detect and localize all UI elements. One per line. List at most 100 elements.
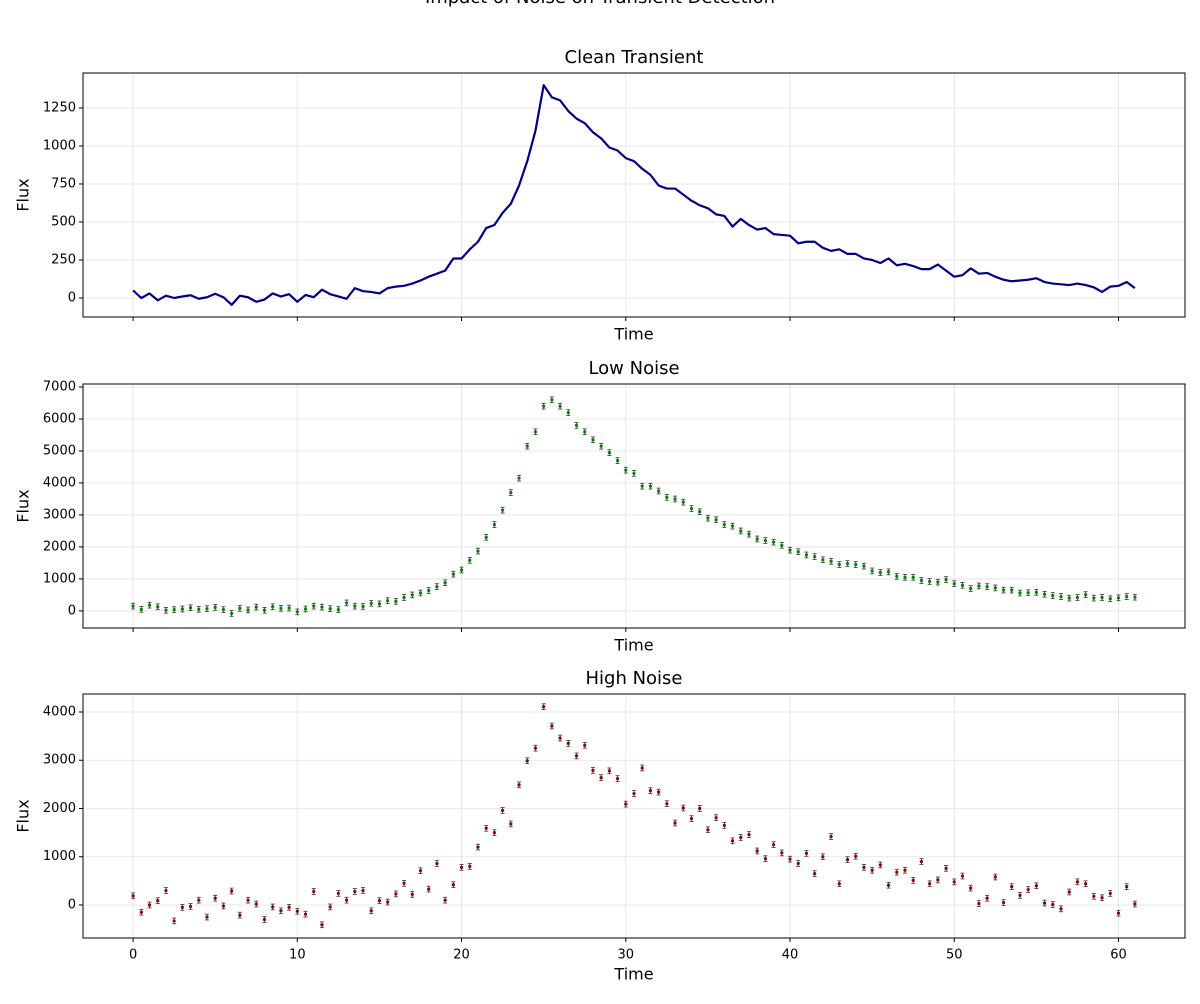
data-point [1042, 901, 1047, 905]
data-point [566, 741, 570, 745]
data-point [640, 484, 644, 488]
data-point [509, 822, 513, 826]
data-point [542, 404, 546, 408]
subplot-title: Clean Transient [565, 47, 704, 68]
plot-frame [82, 383, 1186, 629]
data-point [320, 605, 324, 609]
data-point [459, 568, 464, 572]
data-point [1133, 902, 1137, 906]
data-point [689, 817, 694, 821]
data-point [591, 768, 595, 772]
data-point [533, 430, 538, 434]
data-point [1125, 594, 1129, 599]
data-point [377, 602, 382, 606]
data-point [755, 537, 759, 541]
data-point [1092, 894, 1096, 898]
data-point [574, 754, 579, 758]
data-point [484, 535, 488, 539]
data-point [501, 508, 505, 512]
x-axis-label: Time [613, 325, 653, 344]
y-tick-label: 4000 [43, 475, 76, 490]
data-point [788, 857, 792, 861]
data-point [714, 518, 718, 522]
data-point [747, 832, 751, 837]
data-point [188, 904, 193, 909]
data-point [977, 901, 981, 906]
data-point [1034, 884, 1038, 888]
data-point [960, 874, 965, 878]
data-point [1075, 880, 1080, 884]
data-point [353, 604, 357, 608]
data-point [279, 606, 283, 610]
data-point [607, 450, 611, 455]
data-point [279, 909, 283, 913]
data-point [862, 865, 866, 869]
data-point [854, 562, 858, 567]
data-point [657, 489, 661, 493]
data-point [246, 608, 250, 612]
data-point [246, 898, 250, 902]
data-point [665, 802, 669, 806]
y-tick-label: 1000 [43, 849, 76, 864]
data-point [542, 705, 546, 709]
data-point [730, 524, 735, 528]
data-point [821, 558, 825, 562]
data-point [238, 913, 242, 917]
data-point [829, 834, 833, 839]
data-point [952, 582, 956, 586]
data-point [1051, 593, 1055, 598]
data-point [837, 882, 841, 886]
data-point [517, 783, 521, 787]
data-point [895, 574, 899, 578]
data-point [386, 900, 390, 904]
y-tick-label: 7000 [43, 380, 76, 395]
data-point [164, 608, 168, 612]
data-point [739, 529, 743, 533]
data-line [132, 84, 1136, 306]
data-point [410, 892, 414, 896]
y-tick-label: 5000 [43, 443, 76, 458]
data-point [344, 601, 349, 605]
subplot: 0 1000 2000 3000 4000 5000 6000 7000 Low Noise Ti… [14, 358, 1186, 655]
data-point [312, 604, 316, 608]
data-point [377, 899, 382, 903]
data-point [468, 558, 472, 562]
data-point [533, 746, 538, 750]
data-point [583, 430, 587, 434]
data-point [813, 554, 817, 559]
data-point [632, 471, 636, 475]
data-point [156, 899, 160, 903]
data-point [164, 888, 168, 893]
data-point [484, 826, 488, 830]
data-point [903, 575, 907, 579]
data-point [878, 570, 882, 575]
data-point [977, 584, 981, 588]
data-point [558, 404, 562, 408]
data-point [180, 905, 184, 910]
data-point [804, 553, 809, 557]
data-point [1067, 890, 1071, 894]
y-tick-label: 2000 [43, 539, 76, 554]
data-point [911, 878, 915, 882]
plot-frame [82, 693, 1186, 939]
data-point [870, 569, 874, 573]
data-point [492, 522, 497, 527]
data-point [147, 903, 152, 907]
data-point [271, 605, 275, 609]
plot-frame [82, 72, 1186, 318]
data-point [870, 868, 874, 872]
data-point [599, 776, 603, 780]
data-point [681, 500, 685, 504]
y-tick-label: 0 [68, 897, 76, 912]
data-point [369, 909, 373, 913]
x-axis-label: Time [613, 965, 653, 984]
y-tick-label: 2000 [43, 801, 76, 816]
data-point [936, 878, 940, 882]
data-point [295, 610, 299, 614]
data-point [172, 608, 176, 612]
data-point [361, 888, 365, 893]
data-point [763, 857, 767, 861]
data-point [722, 823, 726, 827]
x-tick-label: 10 [289, 948, 306, 963]
y-axis-label: Flux [14, 489, 33, 522]
